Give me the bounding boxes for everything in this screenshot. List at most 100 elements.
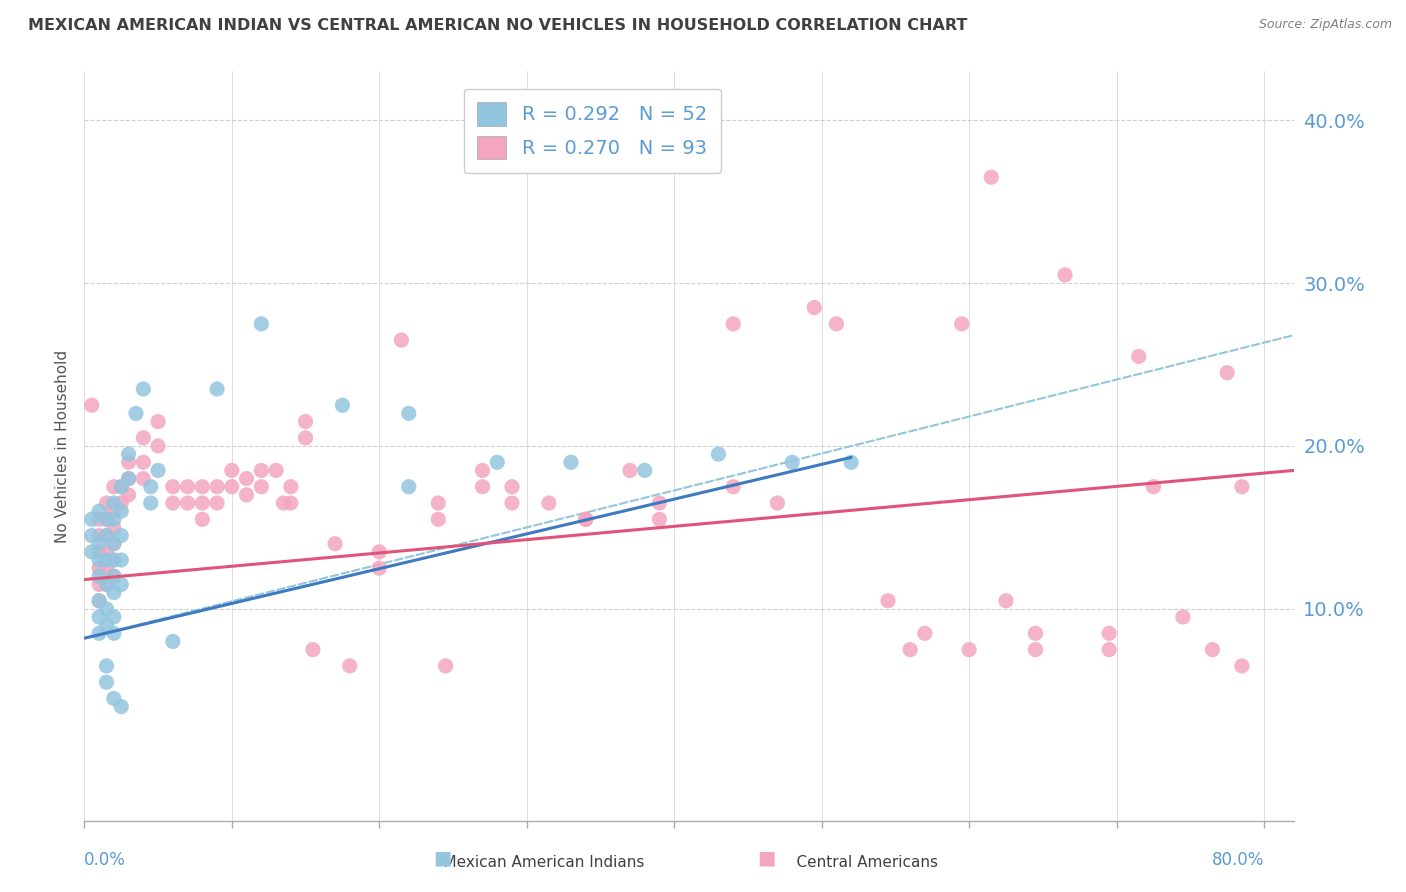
Point [1024,626,1046,640]
Point [96,528,118,542]
Point [103,626,125,640]
Point [1098,642,1121,657]
Point [205,496,228,510]
Point [96,496,118,510]
Point [117,447,139,461]
Point [398,406,420,420]
Point [294,431,316,445]
Point [294,415,316,429]
Point [103,480,125,494]
Point [634,463,657,477]
Point [1128,350,1150,364]
Point [103,496,125,510]
Point [648,512,671,526]
Point [87,577,110,591]
Point [803,301,825,315]
Point [96,512,118,526]
Point [103,585,125,599]
Point [146,415,169,429]
Point [221,463,243,477]
Point [368,561,391,575]
Point [1098,626,1121,640]
Text: 80.0%: 80.0% [1212,851,1264,869]
Point [103,610,125,624]
Point [1216,366,1239,380]
Point [707,447,730,461]
Point [132,455,155,469]
Point [96,618,118,632]
Point [96,659,118,673]
Point [87,569,110,583]
Point [103,520,125,534]
Point [87,610,110,624]
Point [139,496,162,510]
Point [471,463,494,477]
Point [96,545,118,559]
Point [560,455,582,469]
Text: 0.0%: 0.0% [84,851,127,869]
Point [87,626,110,640]
Point [132,382,155,396]
Point [1024,642,1046,657]
Point [110,480,132,494]
Point [980,170,1002,185]
Text: ■: ■ [433,848,453,867]
Point [110,699,132,714]
Point [235,488,257,502]
Point [398,480,420,494]
Point [250,317,273,331]
Point [302,642,325,657]
Point [332,398,354,412]
Point [103,553,125,567]
Point [994,593,1017,607]
Point [339,659,361,673]
Point [125,406,148,420]
Point [96,528,118,542]
Point [877,593,900,607]
Point [103,553,125,567]
Point [427,496,450,510]
Point [87,537,110,551]
Point [110,553,132,567]
Point [427,512,450,526]
Point [96,602,118,616]
Point [110,528,132,542]
Point [87,512,110,526]
Point [87,561,110,575]
Point [96,577,118,591]
Point [191,480,214,494]
Point [87,545,110,559]
Point [139,480,162,494]
Point [250,463,273,477]
Point [96,675,118,690]
Point [117,472,139,486]
Point [575,512,598,526]
Point [619,463,641,477]
Point [721,317,744,331]
Point [176,480,198,494]
Point [780,455,803,469]
Y-axis label: No Vehicles in Household: No Vehicles in Household [55,350,70,542]
Point [486,455,509,469]
Point [146,439,169,453]
Point [323,537,346,551]
Point [80,545,103,559]
Point [950,317,973,331]
Text: Central Americans: Central Americans [778,855,938,870]
Point [766,496,789,510]
Point [1171,610,1194,624]
Point [103,537,125,551]
Point [103,537,125,551]
Point [914,626,936,640]
Point [471,480,494,494]
Point [1142,480,1164,494]
Point [280,496,302,510]
Point [250,480,273,494]
Point [280,480,302,494]
Point [87,593,110,607]
Text: Mexican American Indians: Mexican American Indians [425,855,644,870]
Point [132,431,155,445]
Point [110,496,132,510]
Point [721,480,744,494]
Text: Source: ZipAtlas.com: Source: ZipAtlas.com [1258,18,1392,31]
